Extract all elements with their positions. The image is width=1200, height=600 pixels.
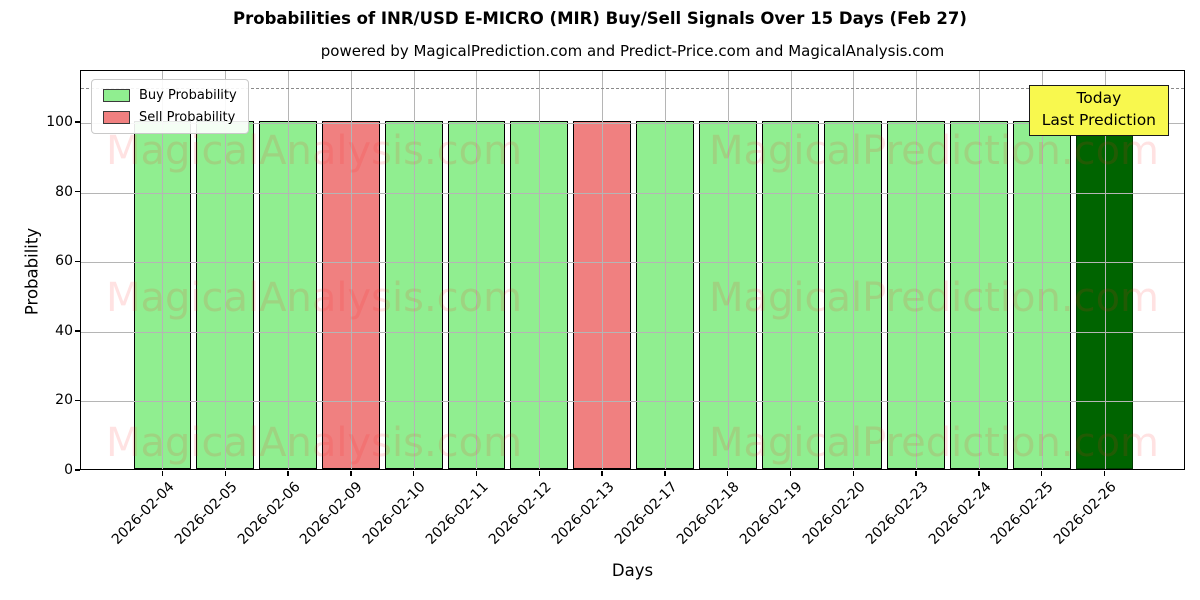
x-gridline (664, 71, 666, 469)
x-tick-label: 2026-02-24 (925, 479, 995, 548)
x-gridline (162, 71, 164, 469)
bar (573, 121, 631, 469)
bar (510, 121, 569, 469)
y-gridline (81, 262, 1184, 264)
chart-subtitle: powered by MagicalPrediction.com and Pre… (320, 42, 945, 60)
bar (259, 121, 317, 469)
x-tick-mark (287, 471, 289, 476)
x-gridline (790, 71, 792, 469)
x-tick-label: 2026-02-05 (171, 479, 241, 548)
bar (950, 121, 1008, 469)
bar (824, 121, 883, 469)
x-gridline (853, 71, 855, 469)
x-tick-mark (915, 471, 917, 476)
x-tick-mark (224, 471, 226, 476)
bar (761, 121, 820, 469)
bar (133, 121, 192, 469)
bar (698, 121, 757, 469)
x-tick-mark (350, 471, 352, 476)
y-tick-label: 20 (55, 392, 73, 409)
x-tick-mark (601, 471, 603, 476)
x-axis-title: Days (611, 561, 654, 580)
bar (887, 121, 946, 469)
today-annotation-line1: Today (1076, 89, 1122, 107)
bar (384, 121, 443, 469)
bar (196, 121, 255, 469)
y-tick-label: 0 (64, 462, 73, 478)
x-tick-label: 2026-02-10 (360, 479, 429, 548)
y-tick-mark (75, 191, 80, 193)
today-annotation-line2: Last Prediction (1041, 110, 1156, 129)
x-gridline (476, 71, 478, 469)
x-tick-label: 2026-02-09 (297, 479, 367, 548)
x-gridline (1104, 71, 1106, 469)
legend-label: Buy Probability (139, 88, 237, 103)
y-tick-label: 40 (55, 322, 73, 339)
x-tick-label: 2026-02-13 (548, 479, 618, 548)
legend: Buy Probability Sell Probability (91, 79, 249, 134)
y-tick-mark (75, 399, 80, 402)
bar (447, 121, 506, 469)
legend-item-sell: Sell Probability (103, 110, 237, 125)
x-tick-label: 2026-02-26 (1051, 479, 1120, 548)
legend-item-buy: Buy Probability (103, 88, 237, 103)
x-gridline (727, 71, 729, 469)
today-annotation: Today Last Prediction (1028, 85, 1169, 137)
y-tick-mark (75, 330, 80, 332)
x-gridline (978, 71, 980, 469)
x-tick-label: 2026-02-19 (736, 479, 806, 548)
x-tick-mark (1103, 471, 1106, 476)
x-tick-mark (789, 471, 792, 476)
buy-color-swatch (103, 89, 130, 102)
x-tick-mark (475, 471, 478, 476)
sell-color-swatch (103, 111, 130, 124)
x-tick-label: 2026-02-25 (988, 479, 1058, 548)
x-tick-label: 2026-02-17 (611, 479, 681, 548)
bar (636, 121, 694, 469)
y-tick-mark (75, 469, 80, 471)
x-tick-mark (664, 471, 666, 476)
x-tick-mark (852, 471, 855, 476)
x-gridline (288, 71, 290, 469)
x-tick-label: 2026-02-04 (108, 479, 178, 548)
y-gridline (81, 401, 1184, 403)
x-tick-mark (538, 471, 540, 476)
x-tick-label: 2026-02-23 (862, 479, 932, 548)
y-tick-mark (75, 121, 80, 123)
y-tick-mark (75, 260, 80, 262)
x-tick-label: 2026-02-18 (674, 479, 744, 548)
x-tick-mark (727, 471, 729, 476)
y-axis-title: Probability (22, 227, 42, 316)
x-tick-label: 2026-02-12 (485, 479, 555, 548)
x-tick-label: 2026-02-06 (234, 479, 304, 548)
y-tick-label: 60 (55, 253, 73, 270)
plot-area: MagicalAnalysis.com MagicalPrediction.co… (80, 70, 1185, 476)
x-tick-mark (412, 471, 415, 476)
threshold-dashed-line (81, 88, 1184, 90)
x-gridline (602, 71, 604, 469)
x-tick-mark (161, 471, 164, 476)
y-gridline (81, 331, 1184, 333)
x-gridline (350, 71, 352, 469)
x-tick-mark (978, 471, 980, 476)
y-tick-label: 80 (55, 183, 73, 200)
x-tick-label: 2026-02-11 (422, 479, 492, 548)
bar (1075, 121, 1134, 469)
x-gridline (413, 71, 415, 469)
x-gridline (539, 71, 541, 469)
x-gridline (916, 71, 918, 469)
legend-label: Sell Probability (139, 110, 236, 125)
y-gridline (81, 192, 1184, 194)
bar (321, 121, 380, 469)
chart-title: Probabilities of INR/USD E-MICRO (MIR) B… (233, 9, 967, 28)
x-gridline (1041, 71, 1043, 469)
x-tick-label: 2026-02-20 (799, 479, 869, 548)
x-tick-mark (1041, 471, 1043, 476)
y-gridline (81, 123, 1184, 125)
x-gridline (225, 71, 227, 469)
y-tick-label: 100 (46, 114, 73, 131)
